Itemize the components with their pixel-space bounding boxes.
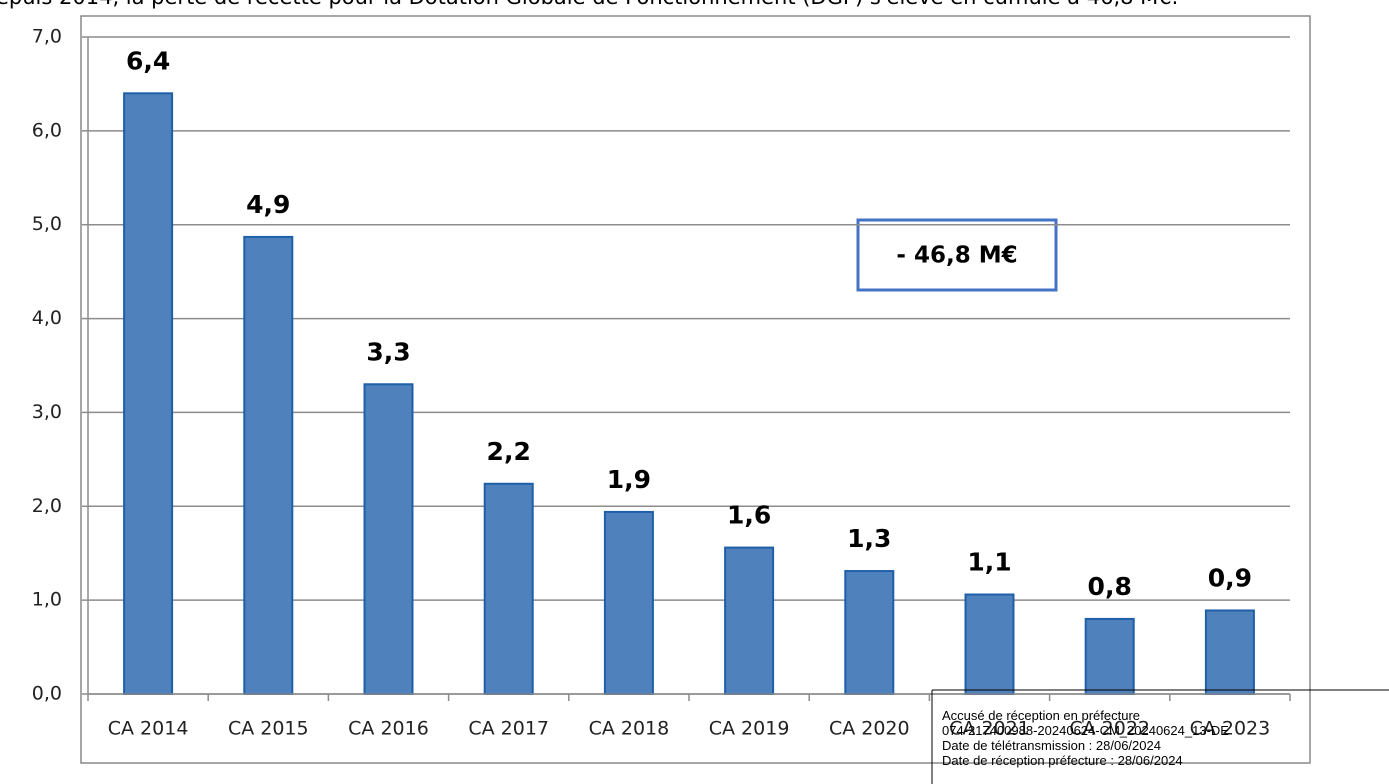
- value-label: 4,9: [246, 190, 290, 219]
- y-tick-label: 5,0: [32, 213, 62, 235]
- bar: [483, 482, 534, 696]
- stamp-line: Date de télétransmission : 28/06/2024: [942, 738, 1161, 753]
- x-tick-label: CA 2020: [829, 718, 910, 740]
- y-tick-label: 0,0: [32, 683, 62, 705]
- y-tick-label: 6,0: [32, 119, 62, 141]
- bar: [123, 92, 174, 696]
- y-tick-label: 1,0: [32, 589, 62, 611]
- annotation-box: [856, 218, 1058, 292]
- chart-frame: [80, 15, 1311, 764]
- bar: [363, 383, 414, 695]
- x-tick-label: CA 2018: [589, 718, 670, 740]
- x-tick-label: CA 2014: [108, 718, 189, 740]
- bar: [243, 235, 294, 695]
- x-tick-label: CA 2019: [709, 718, 790, 740]
- value-label: 6,4: [126, 46, 170, 75]
- x-tick-label: CA 2015: [228, 718, 309, 740]
- bar: [724, 546, 775, 696]
- x-tick-label: CA 2022: [1069, 718, 1150, 740]
- value-label: 1,1: [967, 548, 1011, 577]
- y-tick-label: 2,0: [32, 495, 62, 517]
- bar: [603, 510, 654, 695]
- value-label: 1,9: [607, 465, 651, 494]
- bar: [1204, 609, 1255, 696]
- value-label: 1,3: [847, 524, 891, 553]
- stamp-line: Date de réception préfecture : 28/06/202…: [942, 753, 1183, 768]
- value-label: 3,3: [366, 337, 410, 366]
- stamp-line: 074-217400988-20240624-CM_20240624_13-DE: [942, 723, 1229, 738]
- x-tick-label: CA 2016: [348, 718, 429, 740]
- value-label: 2,2: [487, 437, 531, 466]
- x-tick-label: CA 2021: [949, 718, 1030, 740]
- stamp-line: Accusé de réception en préfecture: [942, 708, 1140, 723]
- x-tick-label: CA 2017: [468, 718, 549, 740]
- bar: [844, 570, 895, 695]
- y-tick-label: 3,0: [32, 401, 62, 423]
- value-label: 1,6: [727, 501, 771, 530]
- y-tick-label: 4,0: [32, 307, 62, 329]
- intro-text: epuis 2014, la perte de recette pour la …: [0, 0, 1178, 9]
- annotation: - 46,8 M€: [896, 243, 1017, 269]
- value-label: 0,8: [1088, 572, 1132, 601]
- y-tick-label: 7,0: [32, 26, 62, 48]
- x-tick-label: CA 2023: [1190, 718, 1271, 740]
- bar: [1084, 617, 1135, 696]
- bar: [964, 593, 1015, 695]
- value-label: 0,9: [1208, 563, 1252, 592]
